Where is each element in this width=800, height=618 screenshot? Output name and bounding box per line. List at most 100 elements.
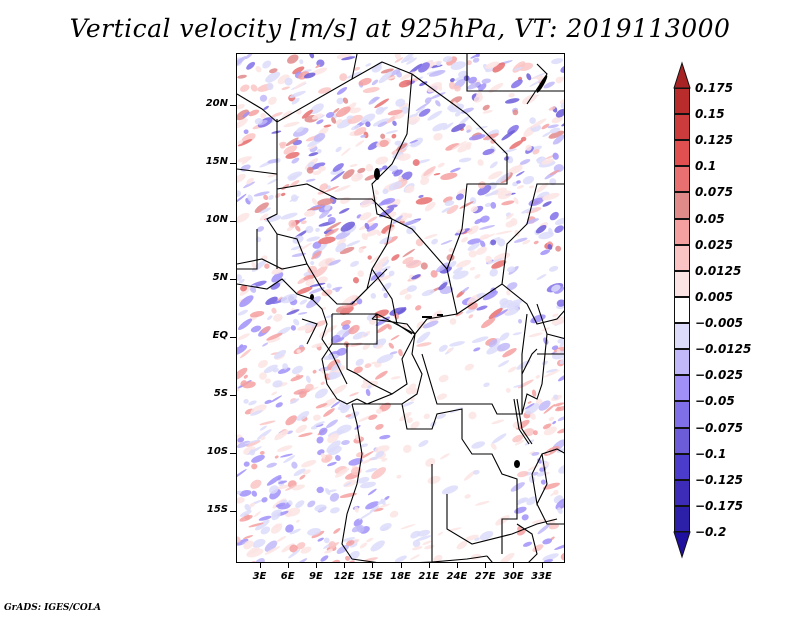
field-blob bbox=[418, 194, 424, 198]
field-blob bbox=[287, 54, 299, 64]
field-blob bbox=[296, 542, 306, 550]
field-blob bbox=[502, 148, 517, 153]
field-blob bbox=[376, 274, 393, 282]
field-blob bbox=[247, 446, 262, 455]
field-blob bbox=[440, 453, 450, 460]
field-blob bbox=[365, 229, 380, 237]
field-blob bbox=[522, 541, 533, 547]
field-blob bbox=[415, 535, 432, 542]
field-blob bbox=[482, 110, 493, 114]
field-blob bbox=[290, 375, 304, 382]
field-blob bbox=[307, 206, 322, 211]
field-blob bbox=[406, 285, 418, 292]
field-blob bbox=[436, 393, 448, 400]
field-blob bbox=[554, 543, 564, 550]
field-blob bbox=[543, 81, 555, 89]
field-blob bbox=[367, 216, 378, 223]
field-blob bbox=[357, 167, 366, 174]
field-blob bbox=[405, 387, 412, 395]
field-blob bbox=[461, 237, 468, 243]
colorbar-cell bbox=[674, 349, 690, 376]
field-blob bbox=[542, 423, 552, 429]
field-blob bbox=[485, 66, 496, 73]
field-blob bbox=[248, 109, 260, 117]
field-blob bbox=[557, 507, 563, 514]
field-blob bbox=[378, 71, 393, 84]
field-blob bbox=[295, 424, 307, 434]
colorbar-label: −0.125 bbox=[695, 472, 744, 487]
field-blob bbox=[388, 165, 398, 172]
field-blob bbox=[549, 211, 559, 221]
field-blob bbox=[348, 324, 360, 335]
field-blob bbox=[363, 557, 379, 562]
field-blob bbox=[362, 87, 380, 93]
field-blob bbox=[497, 342, 511, 352]
field-blob bbox=[271, 511, 281, 521]
field-blob bbox=[415, 197, 433, 205]
field-blob bbox=[325, 488, 331, 495]
field-blob bbox=[438, 374, 449, 383]
field-blob bbox=[365, 388, 371, 397]
field-blob bbox=[311, 530, 325, 539]
field-blob bbox=[412, 539, 421, 548]
field-blob bbox=[360, 197, 375, 208]
field-blob bbox=[281, 183, 290, 191]
border-line bbox=[486, 555, 493, 562]
field-blob bbox=[277, 367, 291, 374]
field-blob bbox=[237, 109, 250, 121]
field-blob bbox=[293, 468, 306, 477]
lake-shape bbox=[422, 316, 432, 318]
field-blob bbox=[551, 316, 564, 326]
field-blob bbox=[419, 81, 428, 87]
field-blob bbox=[519, 159, 531, 165]
field-blob bbox=[237, 156, 252, 163]
field-blob bbox=[239, 295, 254, 308]
field-blob bbox=[305, 278, 315, 287]
field-blob bbox=[393, 169, 403, 177]
field-blob bbox=[466, 129, 471, 133]
field-blob bbox=[542, 201, 552, 207]
lat-tick-label: 10S bbox=[206, 445, 228, 457]
grads-credit: GrADS: IGES/COLA bbox=[4, 603, 102, 613]
field-blob bbox=[292, 484, 305, 491]
field-blob bbox=[360, 134, 367, 138]
border-line bbox=[352, 403, 518, 554]
field-blob bbox=[474, 274, 481, 279]
field-blob bbox=[343, 482, 352, 487]
field-blob bbox=[317, 190, 327, 195]
colorbar-bottom-arrow bbox=[673, 531, 691, 559]
field-blob bbox=[328, 541, 337, 549]
field-blob bbox=[243, 129, 249, 135]
field-blob bbox=[295, 500, 305, 508]
colorbar-label: 0.025 bbox=[695, 237, 733, 252]
field-blob bbox=[293, 388, 311, 395]
field-blob bbox=[473, 94, 483, 103]
field-blob bbox=[273, 349, 287, 359]
field-blob bbox=[331, 117, 337, 124]
lon-tick-mark bbox=[428, 563, 430, 568]
field-blob bbox=[377, 499, 386, 505]
field-blob bbox=[370, 293, 377, 299]
lon-tick-mark bbox=[485, 563, 487, 568]
field-blob bbox=[375, 408, 383, 414]
field-blob bbox=[345, 555, 350, 561]
field-blob bbox=[349, 163, 358, 168]
field-blob bbox=[552, 134, 564, 145]
field-blob bbox=[270, 523, 283, 534]
border-line bbox=[356, 393, 393, 405]
colorbar-cell bbox=[674, 296, 690, 324]
field-blob bbox=[530, 314, 546, 324]
field-blob bbox=[505, 221, 515, 228]
field-blob bbox=[444, 200, 455, 207]
field-blob bbox=[318, 427, 328, 436]
field-blob bbox=[373, 338, 387, 349]
border-line bbox=[531, 453, 548, 506]
field-blob bbox=[387, 204, 398, 209]
colorbar-cell bbox=[674, 244, 690, 271]
field-blob bbox=[512, 332, 522, 336]
field-blob bbox=[309, 54, 315, 59]
field-blob bbox=[452, 270, 469, 280]
field-blob bbox=[389, 510, 399, 518]
field-blob bbox=[407, 214, 412, 219]
field-blob bbox=[371, 361, 376, 365]
